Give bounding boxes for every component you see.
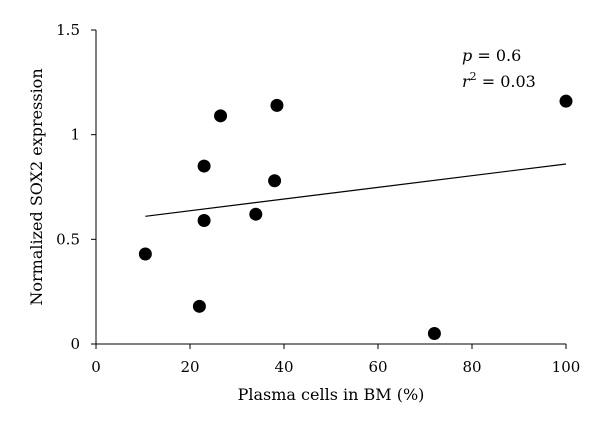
y-ticks: 0 0.5 1 1.5 xyxy=(56,21,96,353)
p-value-annotation: p = 0.6 xyxy=(462,46,521,65)
data-point xyxy=(197,213,211,227)
y-tick-label: 1.5 xyxy=(56,21,80,39)
x-tick-label: 40 xyxy=(274,358,293,376)
r-squared-value: = 0.03 xyxy=(477,72,536,91)
r-squared-annotation: r2 = 0.03 xyxy=(462,70,536,91)
data-point xyxy=(214,109,228,123)
p-value: = 0.6 xyxy=(472,46,521,65)
r-symbol: r xyxy=(462,72,471,91)
x-tick-label: 0 xyxy=(91,358,101,376)
axes xyxy=(95,30,566,345)
data-point xyxy=(138,247,152,261)
y-tick-label: 0 xyxy=(70,335,80,353)
y-tick-label: 1 xyxy=(70,126,80,144)
data-point xyxy=(427,327,441,341)
x-tick-label: 20 xyxy=(180,358,199,376)
data-point xyxy=(268,174,282,188)
regression-line xyxy=(145,163,567,217)
data-point xyxy=(559,94,573,108)
y-tick-label: 0.5 xyxy=(56,230,80,248)
data-point xyxy=(270,98,284,112)
data-point xyxy=(197,159,211,173)
r-exponent: 2 xyxy=(470,70,477,83)
y-axis-title: Normalized SOX2 expression xyxy=(27,68,46,305)
data-point xyxy=(192,299,206,313)
data-point xyxy=(249,207,263,221)
x-ticks: 0 20 40 60 80 100 xyxy=(91,344,580,376)
x-tick-label: 100 xyxy=(552,358,581,376)
x-axis-title: Plasma cells in BM (%) xyxy=(238,385,425,404)
data-points xyxy=(138,94,573,341)
p-symbol: p xyxy=(462,46,472,65)
x-tick-label: 60 xyxy=(368,358,387,376)
x-tick-label: 80 xyxy=(462,358,481,376)
